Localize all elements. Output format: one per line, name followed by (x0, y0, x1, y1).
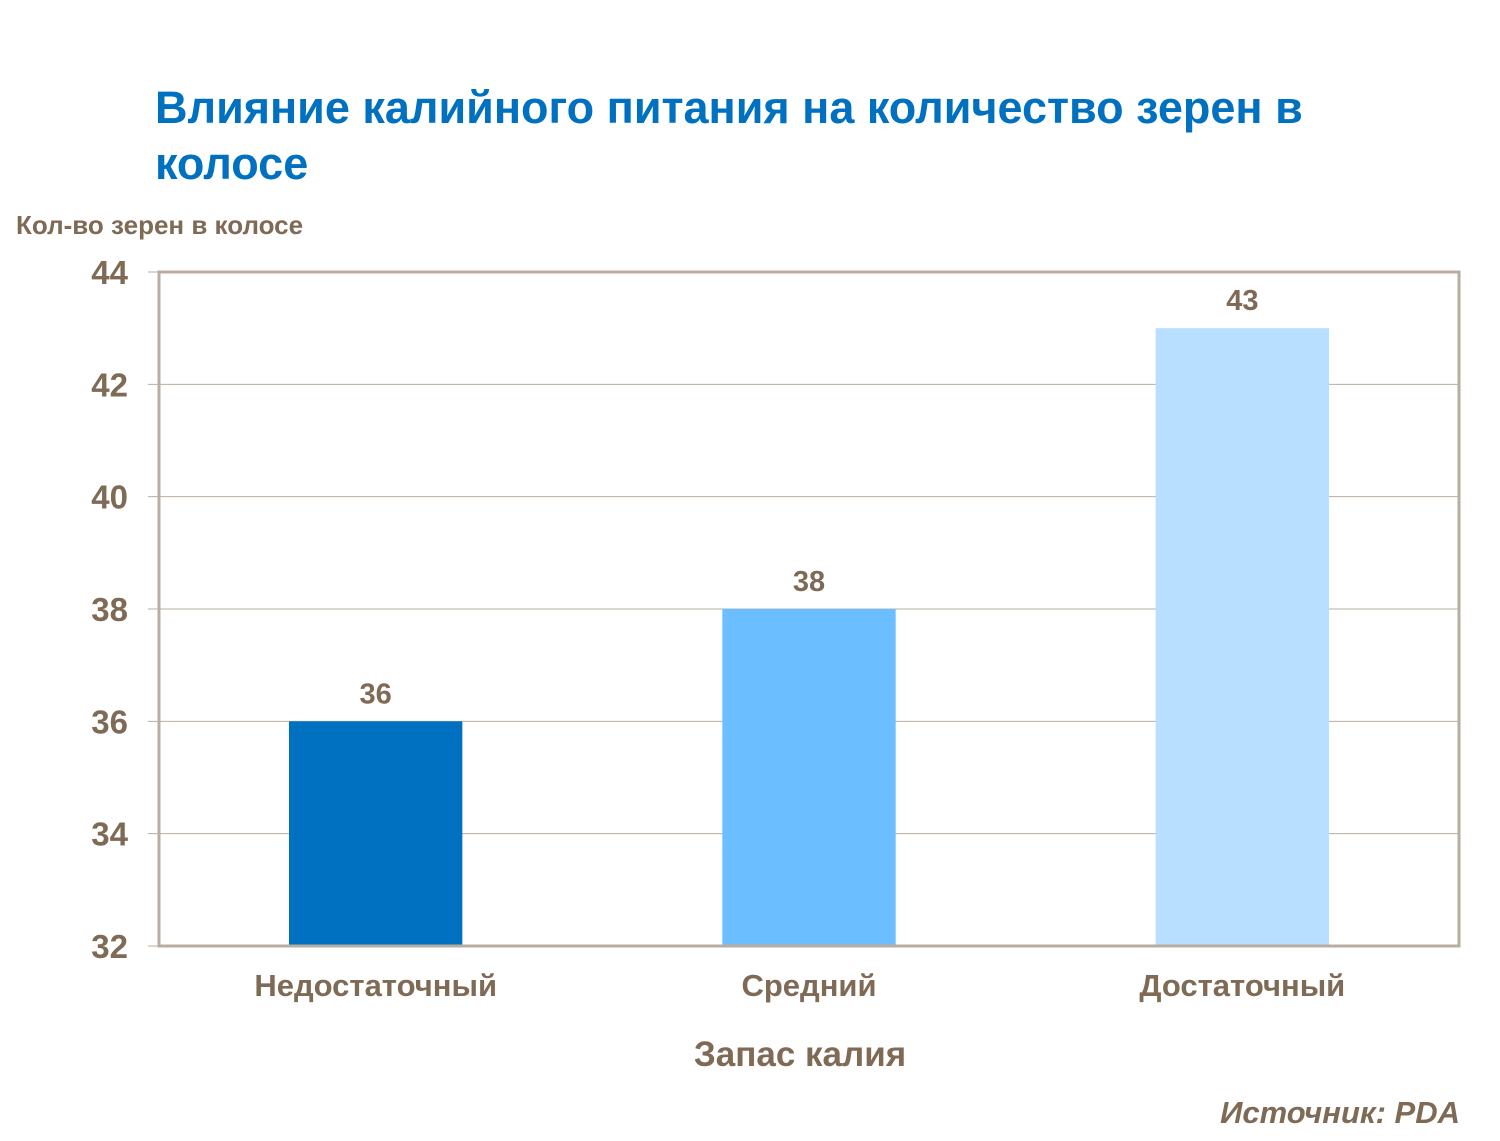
y-tick-label: 40 (91, 479, 128, 516)
y-axis-label: Кол-во зерен в колосе (16, 210, 304, 240)
y-tick-label: 34 (91, 816, 128, 853)
data-label: 38 (793, 566, 825, 598)
data-label: 36 (360, 678, 392, 710)
y-tick-label: 32 (91, 928, 128, 965)
x-tick-label: Недостаточный (254, 968, 497, 1003)
y-tick-label: 36 (91, 703, 128, 740)
chart-title: Влияние калийного питания на количество … (155, 82, 1303, 189)
bar (722, 609, 896, 946)
source-note: Источник: PDA (1220, 1095, 1460, 1130)
y-tick-label: 44 (91, 254, 128, 291)
data-label: 43 (1226, 285, 1258, 317)
x-axis-label: Запас калия (693, 1035, 907, 1074)
x-tick-label: Средний (741, 968, 876, 1003)
bar (1155, 328, 1329, 947)
y-tick-label: 42 (91, 366, 128, 403)
bar (289, 721, 463, 946)
plot-area-border (157, 270, 1461, 948)
y-tick-label: 38 (91, 591, 128, 628)
x-tick-label: Достаточный (1139, 968, 1345, 1003)
